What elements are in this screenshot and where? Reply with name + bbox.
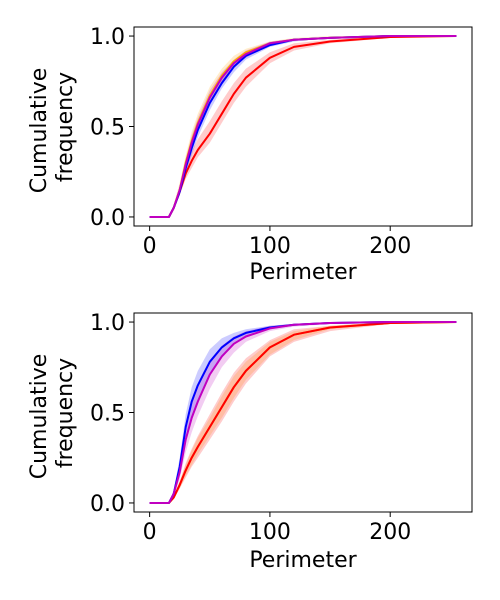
chart-panel-top: 0 100 200 0.0 0.5 1.0 Perimeter Cumulative f…: [27, 25, 473, 285]
x-axis-title: Perimeter: [249, 260, 357, 285]
x-ticks: 0 100 200: [143, 512, 411, 545]
y-tick-label: 1.0: [90, 25, 125, 50]
y-axis-title-line-2: frequency: [53, 72, 78, 182]
x-tick-label: 0: [143, 234, 157, 259]
y-ticks: 0.0 0.5 1.0: [90, 25, 134, 231]
series-1-band: [149, 36, 457, 217]
y-tick-label: 1.0: [90, 311, 125, 336]
series-1-line: [149, 321, 457, 504]
x-tick-label: 0: [143, 520, 157, 545]
chart-panel-bottom: 0 100 200 0.0 0.5 1.0 Perimeter Cumulative f…: [27, 311, 473, 573]
y-axis-title: Cumulative frequency: [27, 61, 78, 194]
series-lines: [149, 321, 457, 504]
confidence-bands: [149, 36, 457, 217]
y-tick-label: 0.0: [90, 492, 125, 517]
x-tick-label: 100: [249, 520, 291, 545]
y-tick-label: 0.5: [90, 402, 125, 427]
y-ticks: 0.0 0.5 1.0: [90, 311, 134, 517]
y-tick-label: 0.5: [90, 116, 125, 141]
y-axis-title-line-2: frequency: [53, 358, 78, 468]
y-axis-title: Cumulative frequency: [27, 347, 78, 480]
x-ticks: 0 100 200: [143, 226, 411, 259]
series-3-line: [149, 35, 457, 218]
y-axis-title-line-1: Cumulative: [27, 354, 52, 480]
series-3-line: [149, 321, 457, 504]
y-tick-label: 0.0: [90, 206, 125, 231]
x-tick-label: 200: [369, 520, 411, 545]
x-tick-label: 100: [249, 234, 291, 259]
series-lines: [149, 35, 457, 218]
series-2-band: [149, 36, 457, 217]
x-tick-label: 200: [369, 234, 411, 259]
y-axis-title-line-1: Cumulative: [27, 68, 52, 194]
x-axis-title: Perimeter: [249, 548, 357, 573]
